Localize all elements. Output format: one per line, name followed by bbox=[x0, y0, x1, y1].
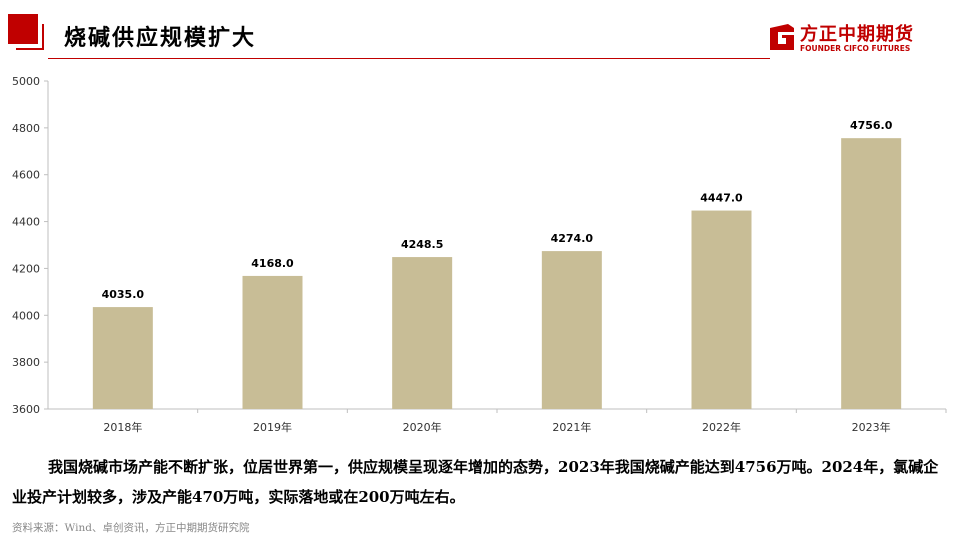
logo-text-en: FOUNDER CIFCO FUTURES bbox=[800, 44, 911, 53]
x-tick-label: 2023年 bbox=[852, 420, 891, 434]
data-label: 4274.0 bbox=[551, 232, 594, 245]
y-tick-label: 3600 bbox=[12, 403, 40, 416]
source-note: 资料来源：Wind、卓创资讯，方正中期期货研究院 bbox=[12, 522, 250, 534]
data-label: 4756.0 bbox=[850, 119, 893, 132]
bar bbox=[92, 307, 153, 409]
bar bbox=[541, 251, 602, 409]
description-text: 我国烧碱市场产能不断扩张，位居世界第一，供应规模呈现逐年增加的态势，2023年我… bbox=[12, 458, 939, 506]
y-tick-label: 4800 bbox=[12, 122, 40, 135]
corner-decoration bbox=[8, 14, 44, 50]
y-tick-label: 4600 bbox=[12, 169, 40, 182]
y-tick-label: 3800 bbox=[12, 356, 40, 369]
bar bbox=[392, 257, 453, 409]
data-label: 4447.0 bbox=[700, 192, 743, 205]
bar-chart: 3600 3800 4000 4200 4400 4600 4800 5000 4035.0 20… bbox=[12, 75, 947, 434]
y-tick-label: 4400 bbox=[12, 216, 40, 229]
bar bbox=[841, 138, 902, 409]
x-tick-label: 2020年 bbox=[403, 420, 442, 434]
data-label: 4035.0 bbox=[102, 288, 145, 301]
bar bbox=[691, 210, 752, 409]
y-tick-label: 4000 bbox=[12, 309, 40, 322]
data-label: 4248.5 bbox=[401, 238, 443, 251]
x-tick-label: 2022年 bbox=[702, 420, 741, 434]
data-label: 4168.0 bbox=[251, 257, 294, 270]
logo-icon bbox=[770, 24, 794, 50]
title-divider bbox=[48, 58, 770, 59]
x-tick-label: 2021年 bbox=[552, 420, 591, 434]
company-logo: 方正中期期货 FOUNDER CIFCO FUTURES bbox=[768, 20, 938, 56]
bar bbox=[242, 275, 303, 409]
y-tick-label: 4200 bbox=[12, 262, 40, 275]
logo-text-cn: 方正中期期货 bbox=[800, 24, 914, 45]
y-tick-label: 5000 bbox=[12, 75, 40, 88]
x-tick-label: 2019年 bbox=[253, 420, 292, 434]
x-tick-label: 2018年 bbox=[103, 420, 142, 434]
page-title: 烧碱供应规模扩大 bbox=[64, 25, 257, 51]
